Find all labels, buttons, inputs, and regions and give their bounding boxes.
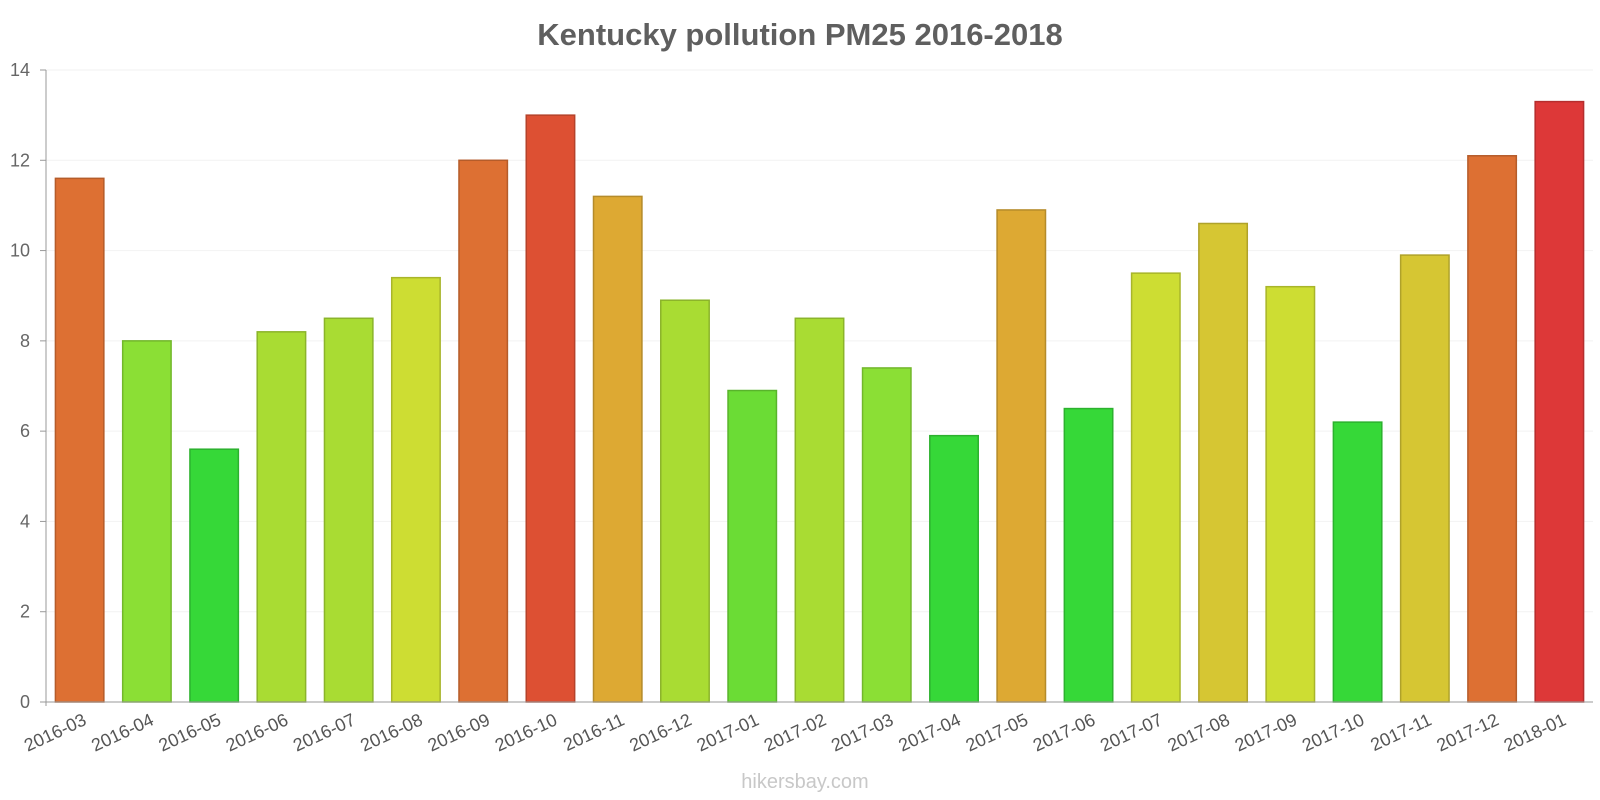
y-tick-label: 12: [10, 150, 30, 170]
bar-2017-09: [1265, 285, 1316, 703]
y-tick-label: 0: [20, 692, 30, 712]
x-tick-label: 2017-08: [1164, 709, 1232, 755]
bar-2017-03: [861, 367, 912, 703]
x-tick-label: 2017-01: [694, 709, 762, 755]
x-tick-label: 2016-08: [357, 709, 425, 755]
y-tick-label: 8: [20, 331, 30, 351]
x-tick-label: 2018-01: [1501, 709, 1569, 755]
bar-2017-01: [727, 389, 778, 703]
y-tick-label: 6: [20, 421, 30, 441]
bar-2016-09: [458, 159, 509, 703]
x-tick-label: 2016-07: [290, 709, 358, 755]
x-tick-label: 2016-03: [21, 709, 89, 755]
x-tick-label: 2017-05: [963, 709, 1031, 755]
bar-2017-12: [1467, 155, 1518, 703]
bar-2016-12: [660, 299, 710, 703]
x-tick-label: 2017-06: [1030, 709, 1098, 755]
x-tick-labels: 2016-032016-042016-052016-062016-072016-…: [21, 709, 1569, 755]
bar-2016-05: [189, 448, 240, 703]
chart-title: Kentucky pollution PM25 2016-2018: [537, 17, 1062, 52]
x-tick-label: 2016-09: [425, 709, 493, 755]
bar-2017-05: [996, 209, 1047, 703]
y-tick-label: 2: [20, 602, 30, 622]
axes: [45, 70, 1593, 706]
x-tick-label: 2017-09: [1232, 709, 1300, 755]
bar-2016-03: [54, 177, 105, 703]
bar-2017-02: [794, 317, 845, 703]
x-tick-label: 2017-04: [895, 709, 963, 755]
x-tick-label: 2016-06: [223, 709, 291, 755]
bar-2016-06: [256, 331, 307, 703]
bar-2016-08: [390, 276, 441, 703]
x-tick-label: 2016-05: [156, 709, 224, 755]
footer-watermark: hikersbay.com: [741, 771, 868, 793]
bar-2017-11: [1399, 254, 1450, 703]
bar-2017-04: [929, 434, 979, 703]
bar-2016-07: [323, 317, 374, 703]
x-tick-label: 2017-02: [761, 709, 829, 755]
bar-2018-01: [1534, 100, 1585, 703]
bar-2017-08: [1198, 222, 1249, 703]
x-tick-label: 2016-12: [626, 709, 694, 755]
x-tick-label: 2016-11: [560, 709, 627, 754]
x-tick-label: 2017-11: [1367, 709, 1434, 754]
y-tick-labels: 0 2 4 6 8 10 12 14: [10, 60, 46, 712]
x-tick-label: 2017-03: [828, 709, 896, 755]
bar-2016-10: [525, 114, 576, 703]
bar-2017-10: [1332, 421, 1383, 703]
x-tick-label: 2017-12: [1433, 709, 1501, 755]
y-tick-label: 14: [10, 60, 30, 80]
x-tick-label: 2016-10: [492, 709, 560, 755]
x-tick-label: 2017-10: [1299, 709, 1367, 755]
y-tick-label: 10: [10, 241, 30, 261]
bar-2016-11: [592, 195, 643, 703]
bar-2017-07: [1130, 272, 1181, 703]
x-tick-label: 2016-04: [88, 709, 156, 755]
bar-2016-04: [121, 340, 172, 703]
bar-2017-06: [1063, 407, 1114, 703]
y-tick-label: 4: [20, 511, 30, 531]
x-tick-label: 2017-07: [1097, 709, 1165, 755]
bars: [54, 100, 1585, 703]
